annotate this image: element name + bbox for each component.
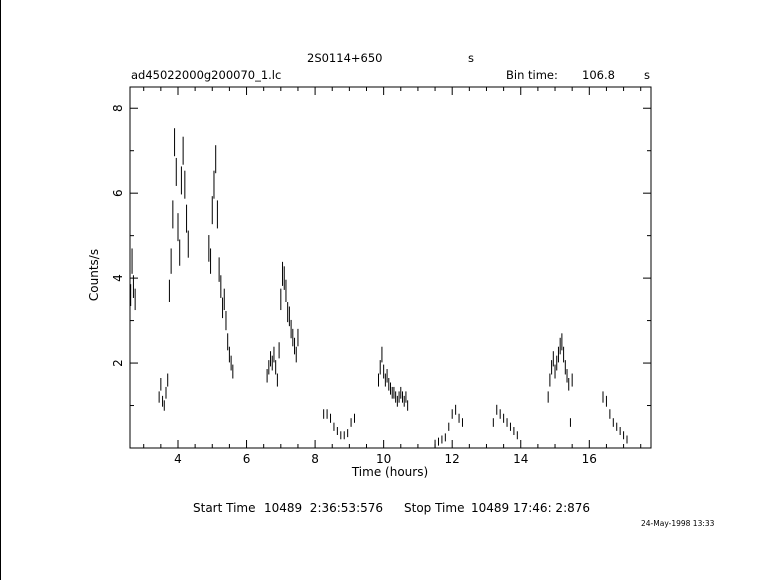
source-name: 2S0114+650 (307, 51, 383, 65)
x-axis-label: Time (hours) (351, 465, 428, 479)
stop-time-label: Stop Time (404, 501, 465, 515)
start-time-label: Start Time (193, 501, 256, 515)
tick-labels: 4 6 8 10 12 14 16 2 4 6 8 (111, 104, 597, 466)
plot-border (129, 86, 652, 449)
plot-frame (129, 86, 652, 449)
x-tick-label: 12 (445, 452, 460, 466)
start-time-value: 10489 2:36:53:576 (264, 501, 384, 515)
axis-ticks (130, 87, 651, 448)
bin-time-label: Bin time: (506, 68, 558, 82)
x-tick-label: 8 (311, 452, 319, 466)
y-tick-label: 4 (111, 274, 125, 282)
window-left-border (0, 0, 1, 580)
x-tick-label: 10 (376, 452, 391, 466)
x-tick-label: 14 (513, 452, 528, 466)
file-name: ad45022000g200070_1.lc (131, 68, 282, 82)
x-tick-label: 6 (243, 452, 251, 466)
stop-time-value: 10489 17:46: 2:876 (471, 501, 591, 515)
source-unit: s (468, 51, 474, 65)
y-tick-label: 2 (111, 359, 125, 367)
bin-time-unit: s (644, 68, 650, 82)
y-tick-label: 8 (111, 104, 125, 112)
x-tick-label: 16 (582, 452, 597, 466)
y-axis-label: Counts/s (87, 249, 101, 301)
y-tick-label: 6 (111, 189, 125, 197)
data-points (130, 128, 628, 448)
date-stamp: 24-May-1998 13:33 (641, 519, 715, 528)
bin-time-value: 106.8 (582, 68, 615, 82)
x-tick-label: 4 (174, 452, 182, 466)
